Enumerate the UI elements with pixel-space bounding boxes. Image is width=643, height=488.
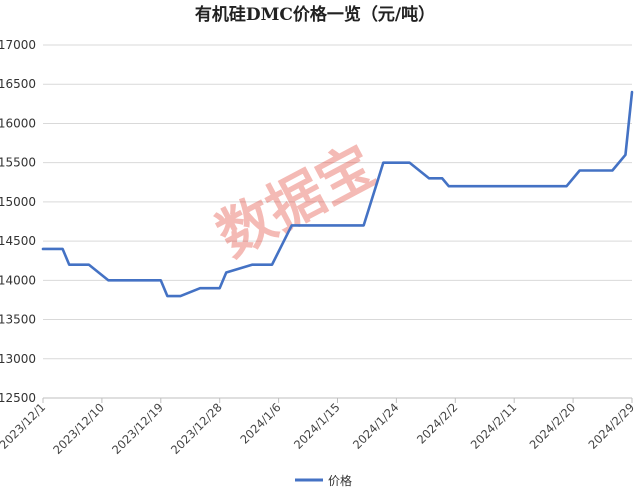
legend-label: 价格 (328, 473, 352, 488)
y-tick-label: 12500 (0, 391, 36, 405)
legend: 价格 (295, 473, 352, 488)
x-tick-label: 2023/12/19 (109, 400, 166, 457)
x-axis: 2023/12/1 2023/12/10 2023/12/19 2023/12/28 2… (0, 397, 638, 457)
x-tick-label: 2023/12/28 (168, 400, 225, 457)
x-tick-label: 2024/2/20 (527, 400, 579, 452)
y-tick-label: 15000 (0, 195, 36, 209)
watermark-text: 数据宝 (207, 134, 386, 270)
x-tick-label: 2024/1/15 (291, 400, 343, 452)
x-tick-label: 2024/1/6 (237, 400, 283, 446)
series-line-0 (41, 90, 634, 298)
series-layer (41, 90, 634, 298)
y-tick-label: 13500 (0, 313, 36, 327)
y-tick-label: 17000 (0, 38, 36, 52)
y-tick-label: 13000 (0, 352, 36, 366)
x-tick-label: 2023/12/1 (0, 400, 48, 452)
x-tick-label: 2024/1/24 (350, 400, 402, 452)
x-tick-label: 2024/2/29 (586, 400, 638, 452)
y-tick-label: 16500 (0, 77, 36, 91)
y-tick-label: 15500 (0, 156, 36, 170)
x-tick-label: 2023/12/10 (50, 400, 107, 457)
chart-title: 有机硅DMC价格一览（元/吨） (195, 4, 435, 25)
x-tick-label: 2024/2/11 (468, 400, 520, 452)
grid-lines (43, 44, 632, 399)
y-axis: 12500 13000 13500 14000 14500 15000 15500 16000… (0, 38, 36, 405)
x-tick-label: 2024/2/2 (414, 400, 460, 446)
y-tick-label: 14000 (0, 273, 36, 287)
y-tick-label: 14500 (0, 234, 36, 248)
y-tick-label: 16000 (0, 116, 36, 130)
